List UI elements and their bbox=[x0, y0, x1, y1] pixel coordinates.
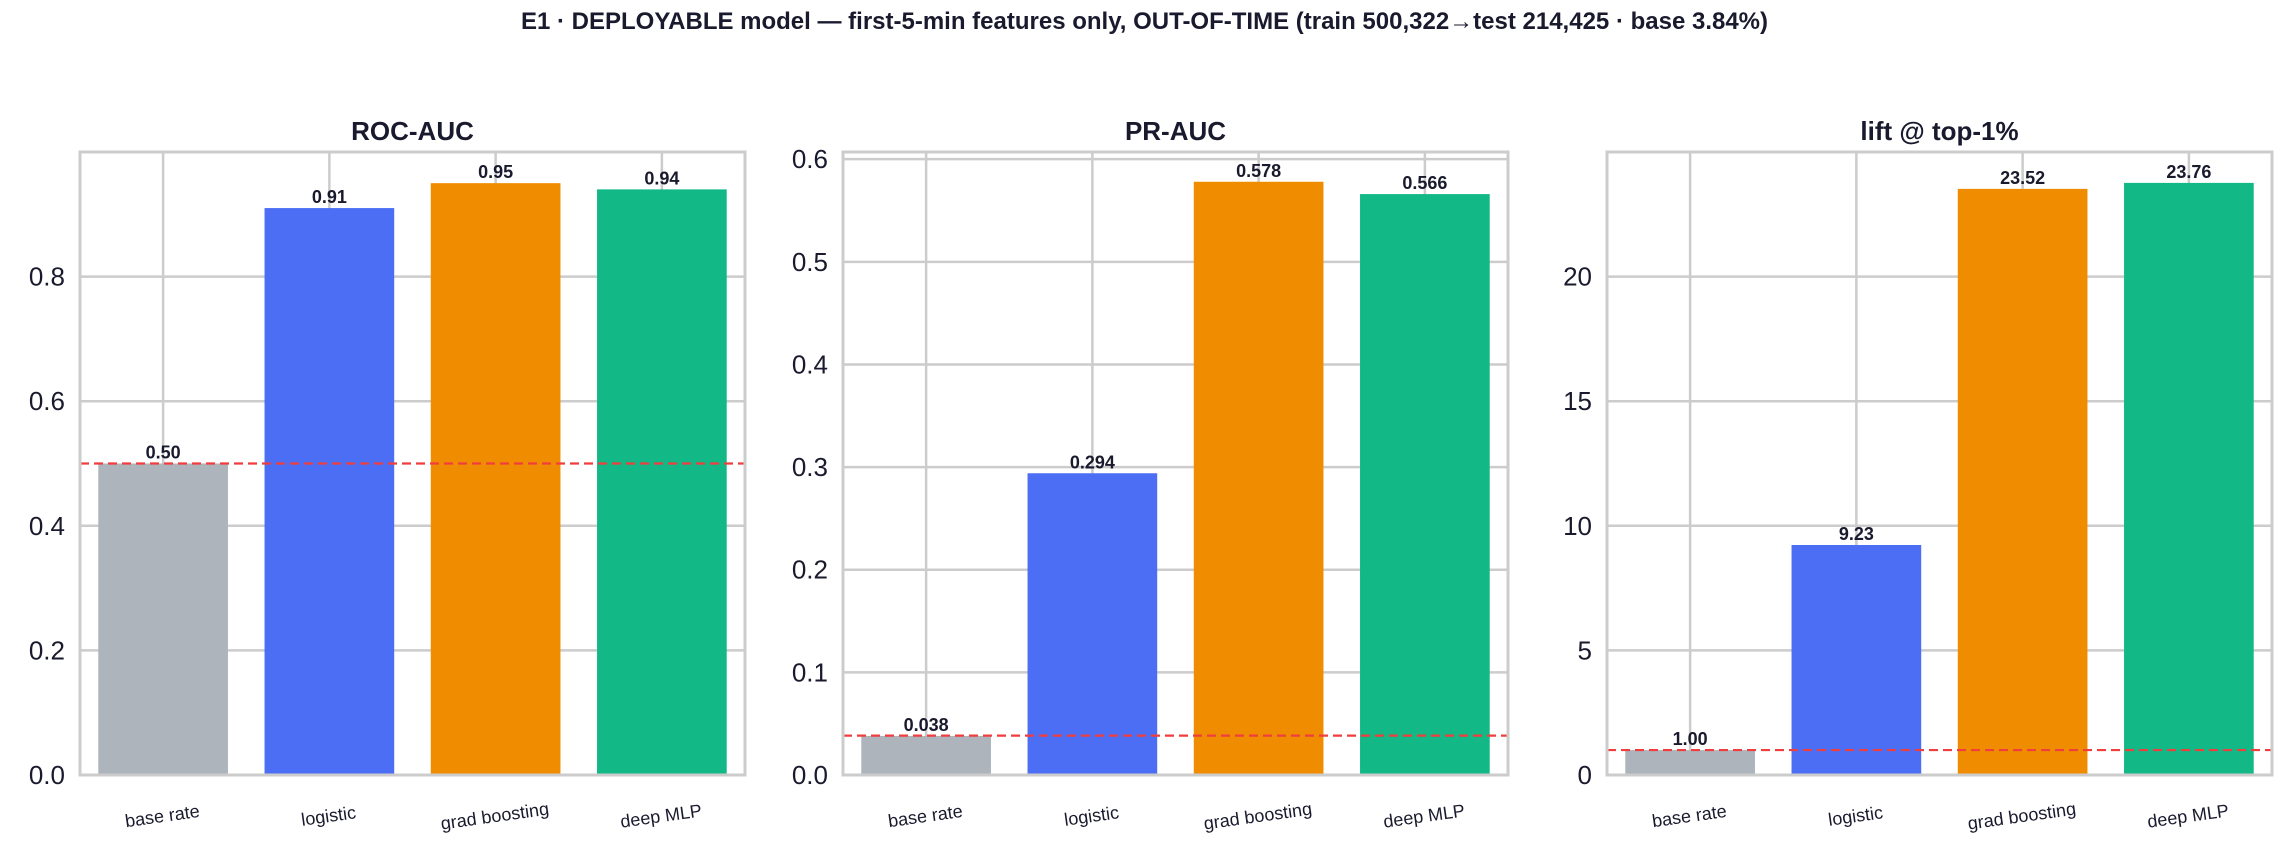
y-tick-label: 0.6 bbox=[792, 144, 828, 174]
y-tick-label: 0.0 bbox=[792, 760, 828, 790]
value-label-grad-boosting: 0.95 bbox=[478, 162, 513, 182]
value-label-base-rate: 0.038 bbox=[904, 715, 949, 735]
x-tick-label-logistic: logistic bbox=[1827, 802, 1884, 829]
y-tick-label: 0.1 bbox=[792, 657, 828, 687]
bar-deep-mlp bbox=[2124, 182, 2254, 775]
chart-panel-roc-auc: 0.50 0.91 0.95 0.94 0.0 0.2 0.4 0.6 0.8 base rate… bbox=[29, 116, 747, 834]
bar-logistic bbox=[264, 208, 395, 775]
y-tick-label: 0.3 bbox=[792, 452, 828, 482]
x-tick-label-grad-boosting: grad boosting bbox=[1966, 799, 2077, 834]
y-tick-label: 10 bbox=[1563, 511, 1592, 541]
bar-grad-boosting bbox=[1957, 188, 2088, 776]
y-tick-label: 15 bbox=[1563, 386, 1592, 416]
value-label-deep-mlp: 0.94 bbox=[644, 168, 679, 188]
value-label-grad-boosting: 23.52 bbox=[2000, 168, 2045, 188]
y-tick-label: 0.4 bbox=[29, 511, 65, 541]
value-label-base-rate: 0.50 bbox=[146, 443, 181, 463]
value-label-logistic: 0.294 bbox=[1070, 452, 1115, 472]
y-tick-label: 0.6 bbox=[29, 386, 65, 416]
bar-base-rate bbox=[861, 735, 991, 775]
x-tick-label-logistic: logistic bbox=[1063, 802, 1120, 829]
x-tick-label-deep-mlp: deep MLP bbox=[1382, 800, 1466, 831]
x-tick-label-base-rate: base rate bbox=[124, 801, 201, 831]
x-tick-label-deep-mlp: deep MLP bbox=[2146, 800, 2230, 831]
bar-deep-mlp bbox=[597, 189, 727, 775]
plot-frame bbox=[1605, 150, 2274, 777]
y-tick-label: 0.4 bbox=[792, 349, 828, 379]
y-tick-label: 0.8 bbox=[29, 262, 65, 292]
figure-title: E1 · DEPLOYABLE model — first-5-min feat… bbox=[520, 8, 1769, 35]
y-tick-label: 5 bbox=[1578, 635, 1592, 665]
x-tick-label-logistic: logistic bbox=[300, 802, 357, 829]
chart-title-roc-auc: ROC-AUC bbox=[351, 116, 474, 146]
x-tick-label-base-rate: base rate bbox=[1651, 801, 1728, 831]
value-label-grad-boosting: 0.578 bbox=[1236, 161, 1281, 181]
chart-panel-pr-auc: 0.038 0.294 0.578 0.566 0.0 0.1 0.2 0.3 0.4 0.5 0.… bbox=[792, 116, 1510, 834]
chart-panel-lift: 1.00 9.23 23.52 23.76 0 5 10 15 20 base rate logis… bbox=[1563, 116, 2274, 834]
x-tick-label-deep-mlp: deep MLP bbox=[619, 800, 703, 831]
bar-logistic bbox=[1027, 473, 1158, 775]
y-tick-label: 0 bbox=[1578, 760, 1592, 790]
value-label-deep-mlp: 0.566 bbox=[1402, 173, 1447, 193]
chart-title-pr-auc: PR-AUC bbox=[1125, 116, 1226, 146]
bar-grad-boosting bbox=[430, 183, 561, 775]
value-label-deep-mlp: 23.76 bbox=[2166, 162, 2211, 182]
bar-base-rate bbox=[1625, 750, 1755, 775]
plot-frame bbox=[841, 150, 1510, 777]
y-tick-label: 0.0 bbox=[29, 760, 65, 790]
bar-grad-boosting bbox=[1193, 181, 1324, 776]
y-tick-label: 20 bbox=[1563, 262, 1592, 292]
value-label-logistic: 0.91 bbox=[312, 187, 347, 207]
value-label-logistic: 9.23 bbox=[1839, 524, 1874, 544]
bar-base-rate bbox=[98, 463, 228, 775]
bar-logistic bbox=[1791, 544, 1922, 775]
y-tick-label: 0.5 bbox=[792, 247, 828, 277]
plot-frame bbox=[78, 150, 747, 777]
y-tick-label: 0.2 bbox=[792, 555, 828, 585]
y-tick-label: 0.2 bbox=[29, 635, 65, 665]
x-tick-label-base-rate: base rate bbox=[887, 801, 964, 831]
chart-title-lift: lift @ top-1% bbox=[1860, 116, 2018, 146]
x-tick-label-grad-boosting: grad boosting bbox=[1202, 799, 1313, 834]
value-label-base-rate: 1.00 bbox=[1673, 729, 1708, 749]
x-tick-label-grad-boosting: grad boosting bbox=[439, 799, 550, 834]
bar-deep-mlp bbox=[1360, 194, 1490, 776]
